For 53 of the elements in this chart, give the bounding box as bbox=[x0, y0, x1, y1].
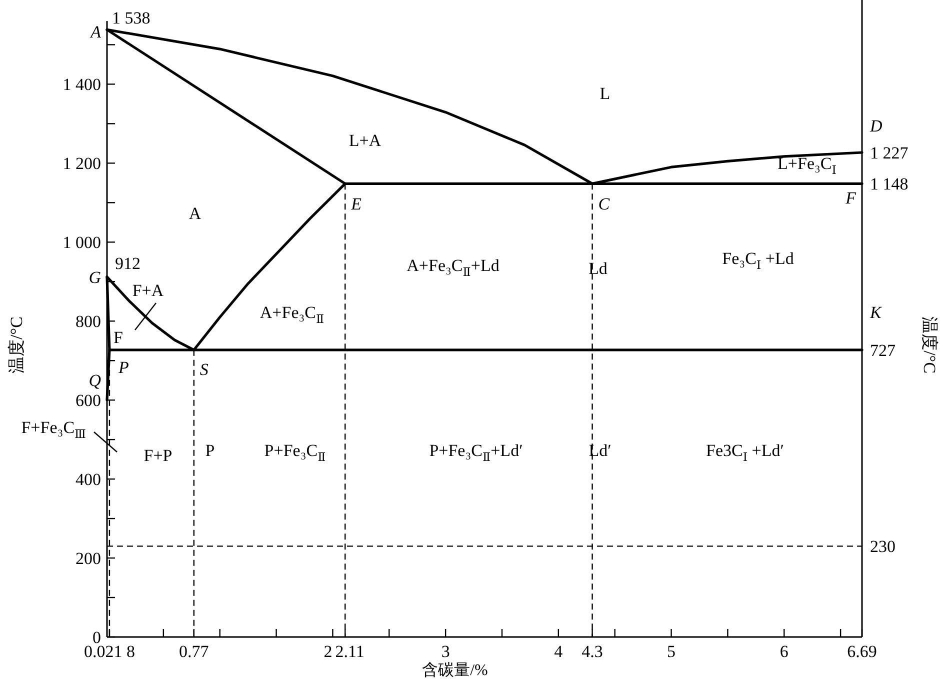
annotation: A+Fe₃C$_{Ⅱ}$ bbox=[260, 302, 324, 326]
y-tick-label: 600 bbox=[76, 390, 101, 410]
annotation: L bbox=[600, 84, 610, 102]
y2-tick-label: 1 148 bbox=[870, 174, 908, 194]
y2-axis-title: 温度/°C bbox=[920, 316, 940, 374]
annotation: A bbox=[90, 22, 102, 42]
annotation: F+A bbox=[132, 280, 164, 300]
y-tick-label: 0 bbox=[92, 628, 101, 646]
annotation: D bbox=[869, 116, 883, 135]
annotation: C bbox=[598, 194, 610, 214]
y-tick-label: 1 200 bbox=[62, 154, 101, 173]
annotation: A+Fe₃C$_{Ⅱ}$+Ld bbox=[406, 256, 500, 279]
text: F+Fe₃C$_{Ⅲ}$ bbox=[21, 418, 86, 441]
y-axis-title: 温度/°C bbox=[6, 316, 26, 374]
x-tick-label: 4 bbox=[554, 642, 564, 660]
annotation: P bbox=[117, 357, 129, 376]
y-tick-label: 800 bbox=[76, 312, 101, 331]
annotation: P+Fe₃C$_{Ⅱ}$+Ld′ bbox=[429, 440, 523, 464]
y2-tick-label: 727 bbox=[870, 340, 896, 360]
y-tick-label: 200 bbox=[76, 548, 101, 568]
annotation: 912 bbox=[115, 253, 140, 272]
annotation: P+Fe₃C$_{Ⅱ}$ bbox=[264, 440, 326, 464]
x-tick-label: 4.3 bbox=[582, 642, 603, 660]
annotation: K bbox=[869, 302, 883, 322]
y2-tick-label: 1 227 bbox=[870, 142, 909, 162]
annotation: L+Fe₃C$_{Ⅰ}$ bbox=[778, 154, 837, 177]
x-tick-label: 3 bbox=[441, 642, 450, 660]
annotation: E bbox=[350, 194, 362, 214]
annotation: Ld bbox=[588, 258, 608, 278]
y-tick-label: 1 000 bbox=[62, 232, 101, 252]
x-axis-title: 含碳量/% bbox=[422, 660, 488, 678]
annotation: Ld′ bbox=[588, 440, 612, 460]
annotation: G bbox=[88, 267, 101, 286]
annotation: P bbox=[205, 440, 215, 460]
annotation: 1 538 bbox=[112, 8, 150, 28]
y-tick-label: 1 400 bbox=[62, 74, 101, 94]
y2-tick-label: 230 bbox=[870, 536, 896, 556]
y-tick-label: 400 bbox=[76, 470, 101, 489]
x-tick-label: 6.69 bbox=[847, 642, 877, 660]
x-tick-label: 2.11 bbox=[335, 642, 364, 660]
annotation: A bbox=[188, 204, 202, 222]
x-tick-label: 0.77 bbox=[179, 642, 210, 660]
x-tick-label: 2 bbox=[324, 642, 332, 660]
annotation: F+P bbox=[144, 446, 172, 464]
annotation: S bbox=[200, 359, 209, 378]
annotation: F bbox=[113, 327, 123, 346]
annotation: Fe₃C$_{Ⅰ}$ +Ld bbox=[722, 248, 794, 272]
annotation: Fe3C$_{Ⅰ}$ +Ld′ bbox=[706, 440, 784, 464]
x-tick-label: 5 bbox=[667, 642, 676, 660]
annotation: Q bbox=[88, 370, 101, 390]
annotation: F bbox=[844, 188, 857, 208]
x-tick-label: 6 bbox=[780, 642, 788, 660]
annotation: L+A bbox=[348, 130, 382, 150]
